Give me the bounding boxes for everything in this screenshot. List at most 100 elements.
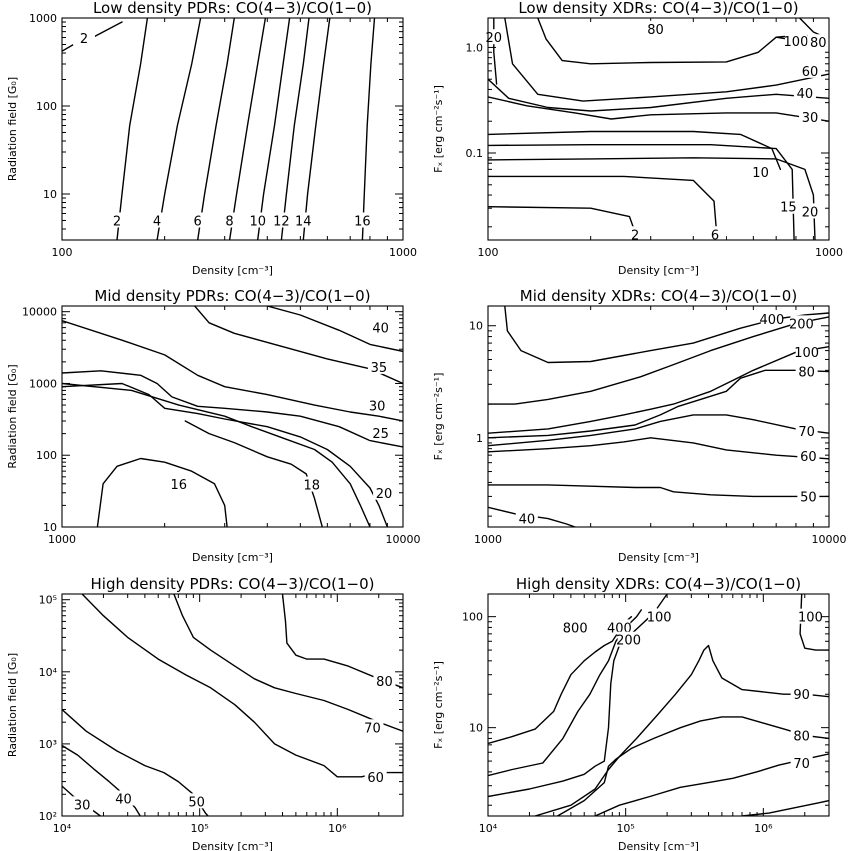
contour-label-bg <box>795 363 818 379</box>
contour-label: 14 <box>295 214 312 229</box>
contour-label: 80 <box>793 729 810 744</box>
contour-label: 8 <box>225 214 233 229</box>
x-tick-label: 10⁴ <box>53 822 72 835</box>
contour-label: 40 <box>372 322 389 337</box>
contour-label: 40 <box>797 87 814 102</box>
contour-group <box>488 594 829 816</box>
contour-label: 35 <box>371 361 388 376</box>
contour-label: 25 <box>372 427 389 442</box>
contour-line <box>556 716 829 816</box>
contour-line <box>184 420 323 527</box>
contour-label: 70 <box>798 425 815 440</box>
x-tick-label: 10⁴ <box>479 822 498 835</box>
x-tick-label: 10⁶ <box>328 822 347 835</box>
contour-line <box>361 18 376 240</box>
contour-label: 60 <box>802 65 819 80</box>
contour-label: 15 <box>780 201 797 216</box>
contour-label: 80 <box>798 366 815 381</box>
contour-line <box>488 144 795 240</box>
contour-label: 2 <box>631 228 639 243</box>
contour-line <box>62 382 371 527</box>
contour-label-bg <box>799 608 822 624</box>
y-tick-label: 0.1 <box>466 147 484 160</box>
contour-label: 30 <box>802 111 819 126</box>
plot-frame <box>487 593 830 817</box>
y-tick-label: 1 <box>476 432 483 445</box>
plot-frame <box>487 305 830 528</box>
contour-label: 40 <box>115 792 132 807</box>
contour-label-bg <box>799 108 822 124</box>
contour-label: 100 <box>647 611 672 626</box>
x-axis-label: Density [cm⁻³] <box>618 551 699 564</box>
contour-label: 100 <box>798 611 823 626</box>
contour-line <box>62 382 389 527</box>
contour-label-bg <box>797 488 820 504</box>
contour-label-bg <box>361 719 384 735</box>
contour-label-bg <box>703 226 726 242</box>
y-axis-label: Radiation field [G₀] <box>6 77 19 181</box>
contour-label: 800 <box>563 621 588 636</box>
contour-label: 20 <box>486 31 503 46</box>
contour-line <box>488 414 829 447</box>
panel-title: Mid density PDRs: CO(4−3)/CO(1−0) <box>94 287 370 305</box>
contour-label: 6 <box>711 228 719 243</box>
panel-5: High density PDRs: CO(4−3)/CO(1−0) Densit… <box>6 575 404 851</box>
contour-label-bg <box>624 226 647 242</box>
y-tick-label: 100 <box>36 100 57 113</box>
contour-label-bg <box>648 608 671 624</box>
panel-title: High density XDRs: CO(4−3)/CO(1−0) <box>516 575 801 593</box>
contour-label: 6 <box>194 214 202 229</box>
contour-line <box>156 18 202 240</box>
contour-line <box>62 320 403 422</box>
contour-label-bg <box>799 203 822 219</box>
contour-label: 16 <box>170 478 187 493</box>
contour-label-bg <box>795 423 818 439</box>
contour-line <box>488 437 829 460</box>
contour-label-bg <box>515 510 538 526</box>
contour-label: 20 <box>802 205 819 220</box>
contour-line <box>488 78 829 112</box>
contour-line <box>488 346 829 434</box>
contour-label-bg <box>300 476 323 492</box>
plot-frame <box>61 17 404 241</box>
panel-title: Mid density XDRs: CO(4−3)/CO(1−0) <box>520 287 797 305</box>
y-axis-label: Radiation field [G₀] <box>6 653 19 757</box>
contour-group <box>62 18 376 240</box>
contour-label-bg <box>146 212 169 228</box>
contour-label-bg <box>72 30 95 46</box>
x-tick-label: 10⁵ <box>616 822 634 835</box>
y-tick-label: 1.0 <box>466 41 484 54</box>
contour-label-bg <box>564 619 587 635</box>
contour-label-bg <box>749 164 772 180</box>
y-tick-label: 10 <box>43 521 57 534</box>
x-axis-label: Density [cm⁻³] <box>192 840 273 851</box>
x-tick-label: 1000 <box>48 533 76 546</box>
x-tick-label: 10000 <box>386 533 421 546</box>
contour-label-bg <box>784 33 807 49</box>
contour-line <box>488 206 639 240</box>
contour-label-bg <box>617 631 640 647</box>
contour-label: 10 <box>249 214 266 229</box>
contour-line <box>228 18 267 240</box>
contour-label: 80 <box>810 36 827 51</box>
contour-line <box>537 18 810 65</box>
contour-label-bg <box>366 397 389 413</box>
x-axis-label: Density [cm⁻³] <box>192 551 273 564</box>
contour-label: 100 <box>794 346 819 361</box>
panel-4: Mid density XDRs: CO(4−3)/CO(1−0) Density… <box>432 287 847 564</box>
panel-title: High density PDRs: CO(4−3)/CO(1−0) <box>91 575 375 593</box>
y-axis-label: Fₓ [erg cm⁻²s⁻¹] <box>432 661 445 749</box>
x-tick-label: 1000 <box>815 246 843 259</box>
contour-line <box>488 484 829 498</box>
contour-label: 50 <box>188 795 205 810</box>
y-axis-label: Fₓ [erg cm⁻²s⁻¹] <box>432 85 445 173</box>
contour-label-bg <box>790 755 813 771</box>
contour-label: 40 <box>519 513 536 528</box>
contour-label-bg <box>777 198 800 214</box>
contour-line <box>504 306 829 364</box>
x-axis-label: Density [cm⁻³] <box>618 264 699 277</box>
x-axis-label: Density [cm⁻³] <box>192 264 273 277</box>
contour-label-bg <box>790 727 813 743</box>
contour-label-bg <box>367 358 390 374</box>
x-tick-label: 1000 <box>389 246 417 259</box>
